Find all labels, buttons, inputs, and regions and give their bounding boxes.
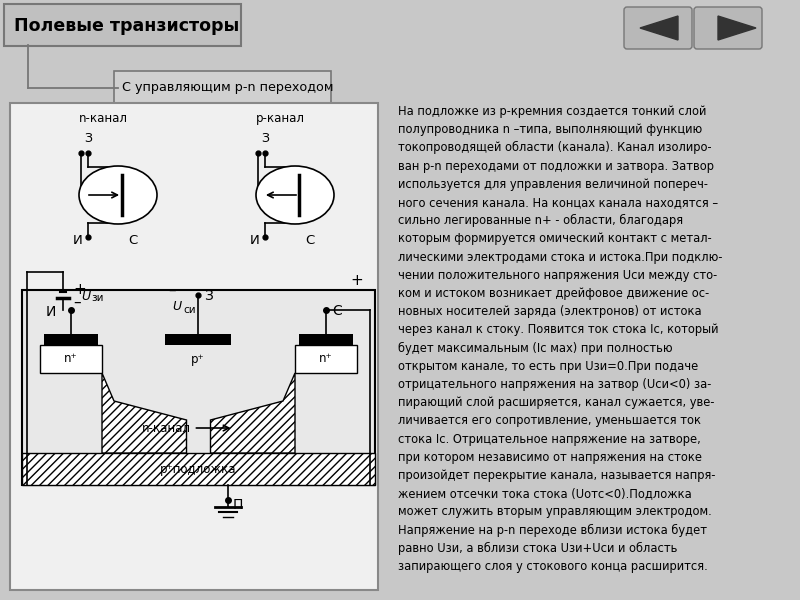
Polygon shape [102,373,186,453]
Text: отрицательного напряжения на затвор (Uси<0) за-: отрицательного напряжения на затвор (Uси… [398,378,711,391]
Text: р⁺подложка: р⁺подложка [160,463,237,475]
Text: си: си [183,305,196,315]
Text: равно Uзи, а вблизи стока Uзи+Uси и область: равно Uзи, а вблизи стока Uзи+Uси и обла… [398,542,678,555]
Text: р⁺: р⁺ [191,352,205,365]
Text: Полевые транзисторы: Полевые транзисторы [14,17,239,35]
Text: используется для управления величиной попереч-: используется для управления величиной по… [398,178,708,191]
Text: стока Ic. Отрицательное напряжение на затворе,: стока Ic. Отрицательное напряжение на за… [398,433,701,446]
Text: ван p-n переходами от подложки и затвора. Затвор: ван p-n переходами от подложки и затвора… [398,160,714,173]
Text: И: И [250,233,260,247]
Text: сильно легированные n+ - области, благодаря: сильно легированные n+ - области, благод… [398,214,683,227]
Text: Напряжение на p-n переходе вблизи истока будет: Напряжение на p-n переходе вблизи истока… [398,524,707,536]
FancyBboxPatch shape [694,7,762,49]
Text: U: U [81,289,90,302]
Polygon shape [210,373,295,453]
FancyBboxPatch shape [624,7,692,49]
Text: З: З [261,132,269,145]
FancyBboxPatch shape [114,71,331,103]
Text: С управляющим p-n переходом: С управляющим p-n переходом [122,82,334,94]
Text: n⁺: n⁺ [64,352,78,365]
FancyBboxPatch shape [10,103,378,590]
Text: n-канал: n-канал [142,421,190,434]
Text: –: – [73,295,81,310]
Text: при котором независимо от напряжения на стоке: при котором независимо от напряжения на … [398,451,702,464]
Text: +: + [73,283,86,298]
FancyBboxPatch shape [44,334,98,345]
Text: которым формируется омический контакт с метал-: которым формируется омический контакт с … [398,232,712,245]
Text: запирающего слоя у стокового конца расширится.: запирающего слоя у стокового конца расши… [398,560,708,573]
Text: полупроводника n –типа, выполняющий функцию: полупроводника n –типа, выполняющий функ… [398,123,702,136]
Text: жением отсечки тока стока (Uотс<0).Подложка: жением отсечки тока стока (Uотс<0).Подло… [398,487,692,500]
Text: р-канал: р-канал [255,112,305,125]
Text: +: + [350,273,362,288]
Text: токопроводящей области (канала). Канал изолиро-: токопроводящей области (канала). Канал и… [398,142,712,154]
Text: И: И [46,305,56,319]
FancyBboxPatch shape [40,345,102,373]
Text: С: С [332,304,342,318]
Text: лическими электродами стока и истока.При подклю-: лическими электродами стока и истока.При… [398,251,722,263]
Ellipse shape [79,166,157,224]
Text: U: U [172,301,181,313]
Text: чении положительного напряжения Uси между сто-: чении положительного напряжения Uси межд… [398,269,718,282]
Text: ного сечения канала. На концах канала находятся –: ного сечения канала. На концах канала на… [398,196,718,209]
Text: С: С [128,233,138,247]
Ellipse shape [256,166,334,224]
Text: может служить вторым управляющим электродом.: может служить вторым управляющим электро… [398,505,712,518]
FancyBboxPatch shape [299,334,353,345]
Text: –: – [168,283,176,298]
Text: зи: зи [91,293,103,303]
Text: И: И [73,233,82,247]
Text: новных носителей заряда (электронов) от истока: новных носителей заряда (электронов) от … [398,305,702,318]
FancyBboxPatch shape [22,290,375,485]
Text: n⁺: n⁺ [319,352,333,365]
Text: будет максимальным (Ic мах) при полностью: будет максимальным (Ic мах) при полность… [398,341,673,355]
Text: На подложке из p-кремния создается тонкий слой: На подложке из p-кремния создается тонки… [398,105,706,118]
Text: С: С [305,233,314,247]
Text: личивается его сопротивление, уменьшается ток: личивается его сопротивление, уменьшаетс… [398,415,701,427]
Polygon shape [718,16,756,40]
Text: З: З [84,132,92,145]
Text: П: П [233,498,243,512]
Text: n-канал: n-канал [78,112,127,125]
FancyBboxPatch shape [295,345,357,373]
Text: ком и истоком возникает дрейфовое движение ос-: ком и истоком возникает дрейфовое движен… [398,287,710,300]
FancyBboxPatch shape [22,453,375,485]
FancyBboxPatch shape [4,4,241,46]
Text: открытом канале, то есть при Uзи=0.При подаче: открытом канале, то есть при Uзи=0.При п… [398,360,698,373]
FancyBboxPatch shape [165,334,231,345]
Text: пирающий слой расширяется, канал сужается, уве-: пирающий слой расширяется, канал сужаетс… [398,396,714,409]
Text: произойдет перекрытие канала, называется напря-: произойдет перекрытие канала, называется… [398,469,715,482]
Text: З: З [204,289,213,303]
Polygon shape [640,16,678,40]
Text: через канал к стоку. Появится ток стока Ic, который: через канал к стоку. Появится ток стока … [398,323,718,337]
